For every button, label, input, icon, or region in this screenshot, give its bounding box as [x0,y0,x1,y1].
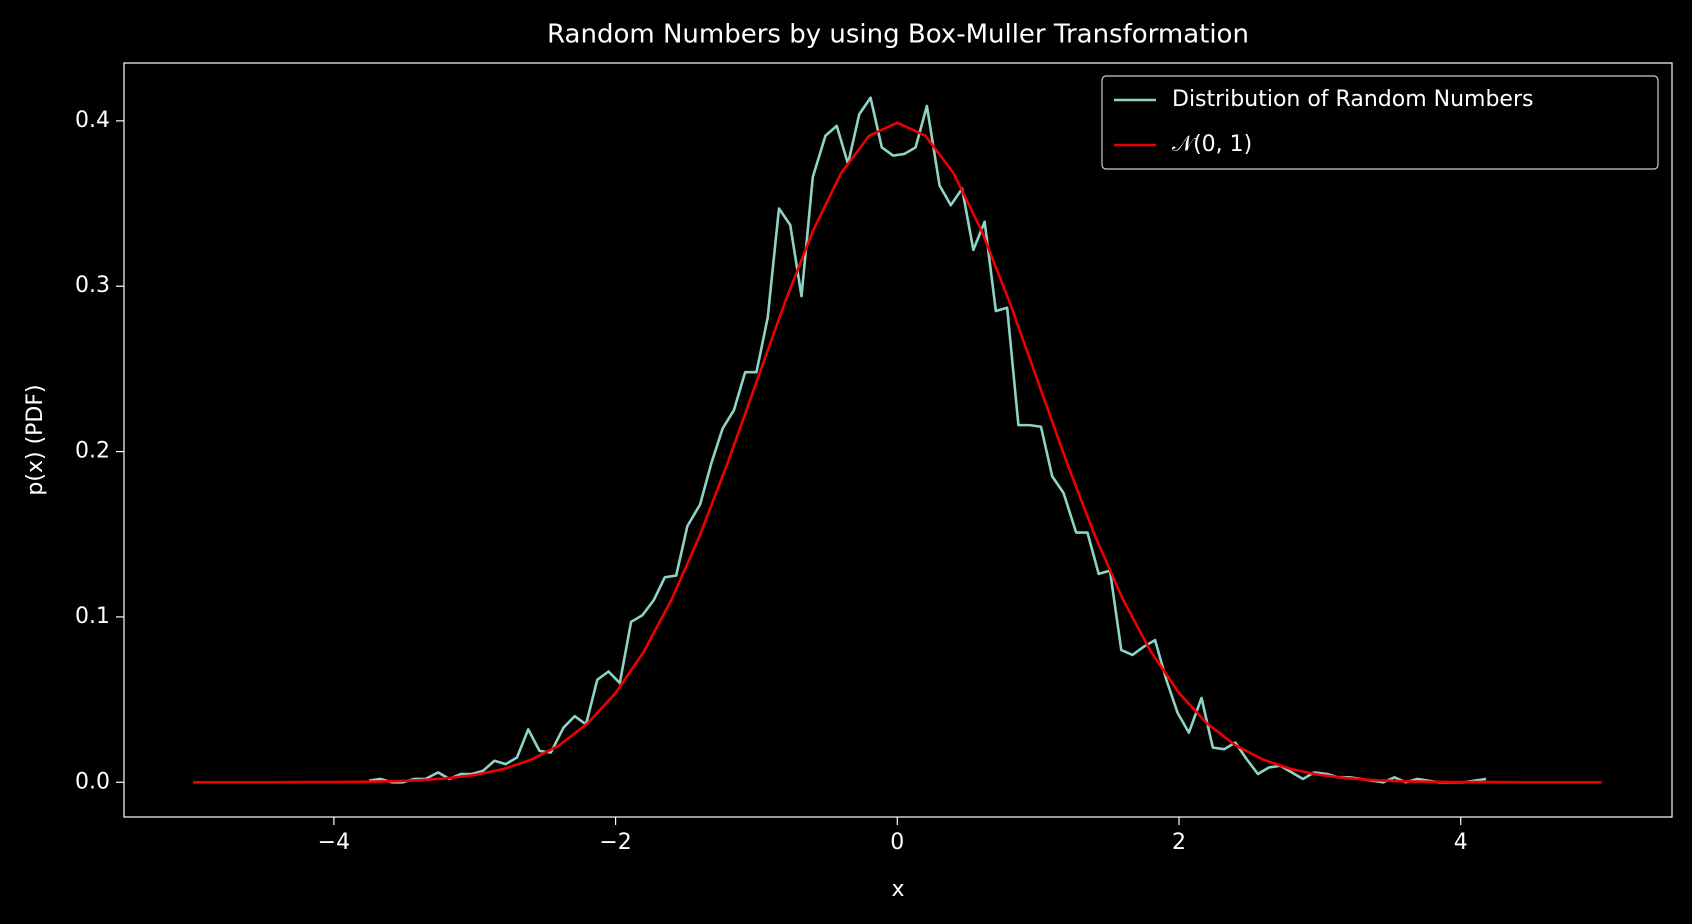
y-axis-label: p(x) (PDF) [23,384,48,495]
legend-box [1101,75,1659,170]
y-tick-label: 0.4 [75,108,110,133]
y-tick-label: 0.2 [75,439,110,464]
legend-label: 𝒩(0, 1) [1172,132,1252,157]
x-tick-label: 4 [1454,830,1468,855]
y-tick-label: 0.3 [75,273,110,298]
axes-frame [123,62,1673,818]
x-tick-label: −4 [318,830,350,855]
data-line [193,121,1602,784]
x-tick-label: −2 [599,830,631,855]
legend-label: Distribution of Random Numbers [1172,87,1533,112]
y-tick-label: 0.1 [75,604,110,629]
x-axis-label: x [891,877,904,902]
x-tick-label: 0 [890,830,904,855]
y-tick-label: 0.0 [75,769,110,794]
x-tick-label: 2 [1172,830,1186,855]
chart-title: Random Numbers by using Box-Muller Trans… [547,20,1249,50]
data-line [368,96,1487,784]
